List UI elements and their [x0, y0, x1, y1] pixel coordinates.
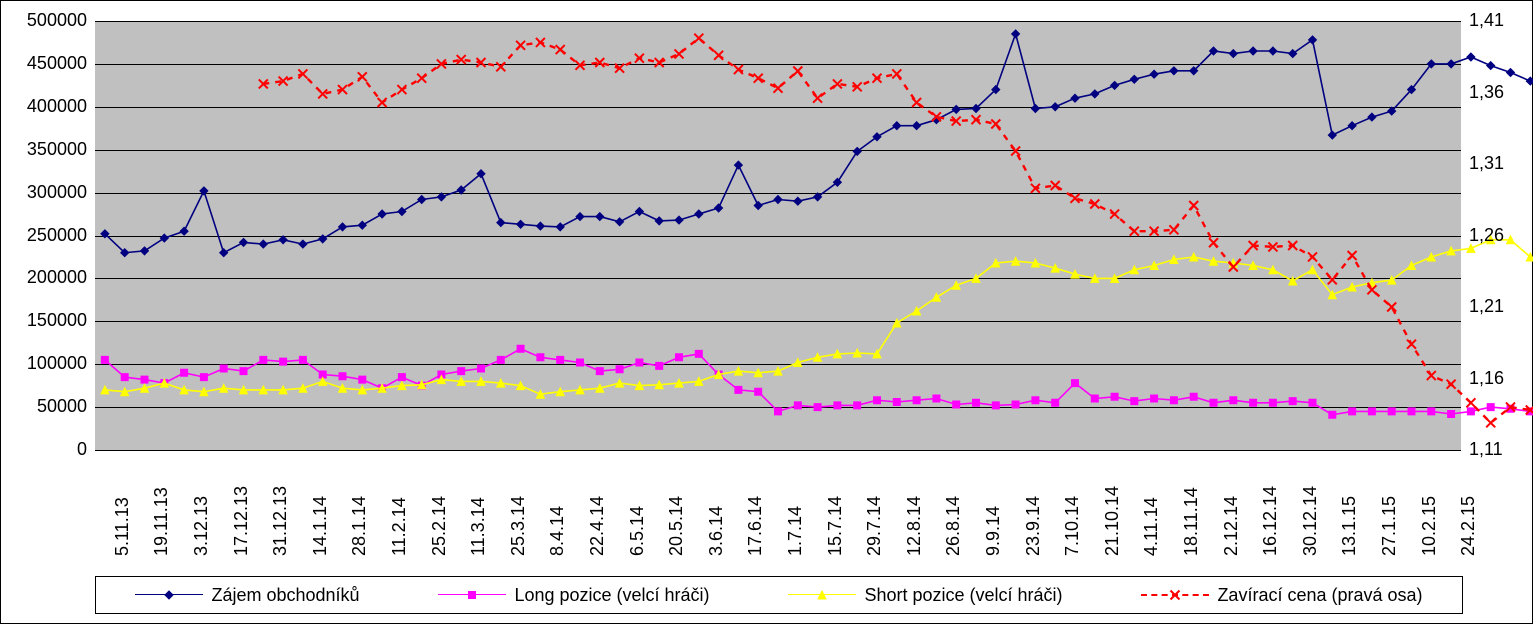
x-tick: 29.7.14: [864, 496, 885, 556]
y-left-tick: 100000: [1, 353, 87, 374]
plot-area: [95, 21, 1461, 450]
x-tick: 18.11.14: [1181, 487, 1202, 556]
x-tick: 7.10.14: [1062, 496, 1083, 556]
y-left-tick: 350000: [1, 139, 87, 160]
x-tick: 30.12.14: [1300, 486, 1321, 556]
x-tick: 4.11.14: [1141, 497, 1162, 556]
legend-item-short: Short pozice (velcí hráči): [788, 585, 1062, 606]
x-tick: 13.1.15: [1339, 496, 1360, 556]
x-tick: 17.6.14: [745, 496, 766, 556]
x-tick: 17.12.13: [231, 486, 252, 556]
x-tick: 26.8.14: [943, 496, 964, 556]
x-tick: 9.9.14: [983, 506, 1004, 556]
legend-item-zajem: Zájem obchodníků: [135, 585, 359, 606]
x-tick: 11.2.14: [389, 497, 410, 556]
x-tick: 14.1.14: [310, 496, 331, 556]
y-right-tick: 1,36: [1469, 82, 1504, 103]
legend-swatch: [135, 585, 203, 605]
legend-swatch: [1141, 585, 1209, 605]
legend-item-long: Long pozice (velcí hráči): [438, 585, 709, 606]
x-tick: 3.12.13: [191, 496, 212, 556]
y-left-tick: 500000: [1, 10, 87, 31]
y-right-tick: 1,16: [1469, 368, 1504, 389]
y-left-tick: 200000: [1, 267, 87, 288]
x-tick: 5.11.13: [112, 497, 133, 556]
x-tick: 22.4.14: [587, 496, 608, 556]
chart-container: 0 50000 100000 150000 200000 250000 300000 3500…: [0, 0, 1533, 624]
y-right-tick: 1,11: [1469, 439, 1503, 460]
y-right-tick: 1,31: [1469, 153, 1504, 174]
legend-label: Short pozice (velcí hráči): [864, 585, 1062, 606]
legend-label: Zájem obchodníků: [211, 585, 359, 606]
x-tick: 20.5.14: [666, 496, 687, 556]
legend-label: Long pozice (velcí hráči): [514, 585, 709, 606]
y-right-tick: 1,26: [1469, 225, 1504, 246]
x-tick: 25.3.14: [508, 496, 529, 556]
y-left-tick: 450000: [1, 53, 87, 74]
x-tick: 6.5.14: [627, 506, 648, 556]
x-tick: 11.3.14: [468, 497, 489, 556]
x-tick: 3.6.14: [706, 506, 727, 556]
y-left-tick: 300000: [1, 182, 87, 203]
y-left-tick: 250000: [1, 225, 87, 246]
x-tick: 24.2.15: [1458, 496, 1479, 556]
x-tick: 25.2.14: [429, 496, 450, 556]
legend-swatch: [438, 585, 506, 605]
y-left-tick: 0: [1, 439, 87, 460]
x-tick: 28.1.14: [349, 496, 370, 556]
y-right-tick: 1,21: [1469, 296, 1504, 317]
x-tick: 31.12.13: [270, 486, 291, 556]
legend-swatch: [788, 585, 856, 605]
y-left-tick: 150000: [1, 310, 87, 331]
x-tick: 12.8.14: [904, 496, 925, 556]
x-tick: 27.1.15: [1379, 496, 1400, 556]
y-right-tick: 1,41: [1469, 10, 1504, 31]
x-tick: 21.10.14: [1102, 486, 1123, 556]
legend-label: Zavírací cena (pravá osa): [1217, 585, 1422, 606]
x-tick: 16.12.14: [1260, 486, 1281, 556]
legend-item-close: Zavírací cena (pravá osa): [1141, 585, 1422, 606]
x-tick: 10.2.15: [1419, 496, 1440, 556]
x-tick: 19.11.13: [151, 487, 172, 556]
x-tick: 2.12.14: [1221, 496, 1242, 556]
legend: Zájem obchodníků Long pozice (velcí hráči…: [95, 576, 1463, 614]
y-left-tick: 400000: [1, 96, 87, 117]
x-tick: 23.9.14: [1023, 496, 1044, 556]
x-tick: 1.7.14: [785, 506, 806, 556]
x-tick: 8.4.14: [547, 506, 568, 556]
y-left-tick: 50000: [1, 396, 87, 417]
x-tick: 15.7.14: [825, 496, 846, 556]
